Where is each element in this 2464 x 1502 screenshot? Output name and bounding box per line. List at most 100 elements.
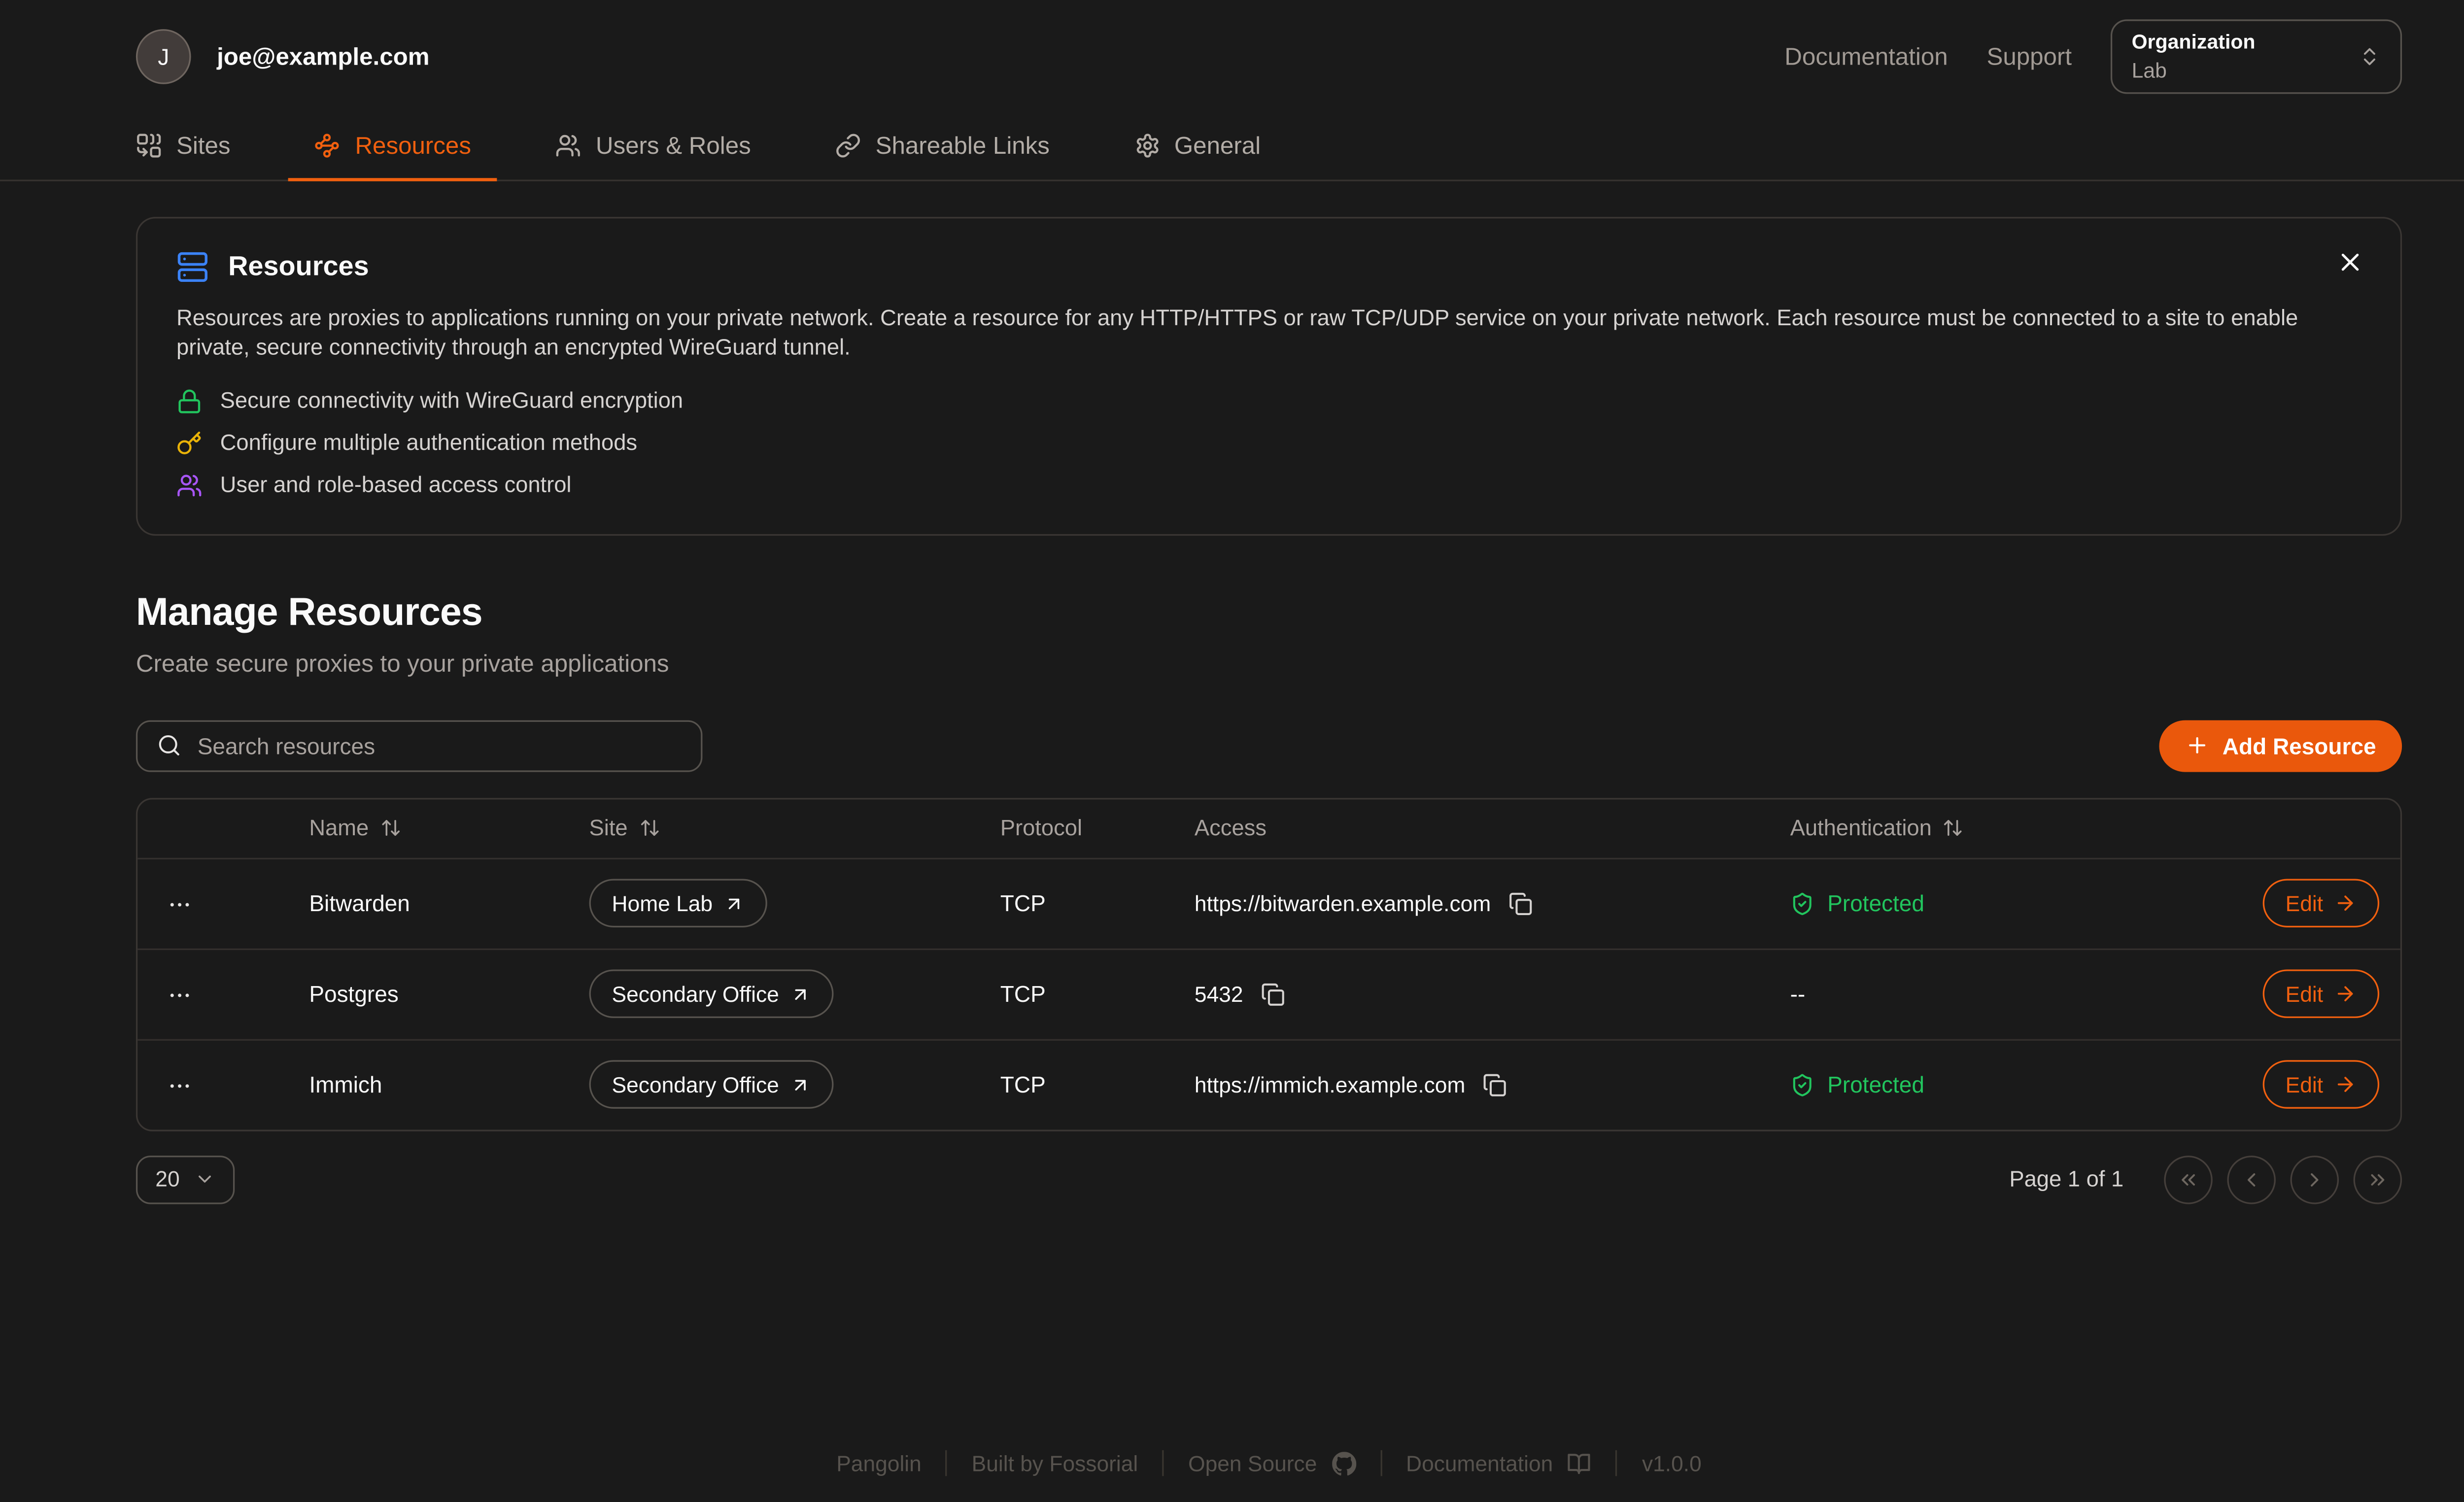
column-header-authentication[interactable]: Authentication xyxy=(1764,817,2237,841)
resource-name: Bitwarden xyxy=(309,890,410,917)
resource-protocol: TCP xyxy=(1000,890,1046,917)
page-status: Page 1 of 1 xyxy=(2009,1167,2124,1192)
chevron-down-icon xyxy=(194,1169,215,1191)
chevrons-up-down-icon xyxy=(2358,45,2381,68)
organization-selector[interactable]: Organization Lab xyxy=(2110,19,2402,94)
book-open-icon xyxy=(1568,1451,1592,1475)
sort-icon xyxy=(639,818,660,839)
table-row: Postgres Secondary Office TCP 5432 -- xyxy=(137,948,2400,1039)
plus-icon xyxy=(2185,734,2209,758)
column-header-name[interactable]: Name xyxy=(283,817,563,841)
sort-icon xyxy=(380,818,401,839)
add-resource-button[interactable]: Add Resource xyxy=(2159,720,2402,772)
support-link[interactable]: Support xyxy=(1986,43,2072,70)
row-menu-icon[interactable] xyxy=(167,1073,193,1099)
row-menu-icon[interactable] xyxy=(167,983,193,1009)
feature-text: User and role-based access control xyxy=(220,473,572,498)
tab-label: Shareable Links xyxy=(875,132,1050,160)
resources-table: Name Site Protocol Access Authentication xyxy=(136,798,2402,1131)
tab-general[interactable]: General xyxy=(1108,113,1287,181)
feature-item: Configure multiple authentication method… xyxy=(176,431,2361,457)
last-page-button[interactable] xyxy=(2353,1155,2402,1204)
search-input[interactable] xyxy=(197,733,682,759)
footer-brand: Pangolin xyxy=(836,1451,922,1475)
footer-version: v1.0.0 xyxy=(1642,1451,1702,1475)
lock-icon xyxy=(176,388,203,414)
feature-item: User and role-based access control xyxy=(176,473,2361,499)
footer-built-by: Built by Fossorial xyxy=(971,1451,1138,1475)
prev-page-button[interactable] xyxy=(2227,1155,2276,1204)
link-icon xyxy=(835,133,861,159)
footer: Pangolin Built by Fossorial Open Source … xyxy=(0,1450,2464,1502)
column-header-access: Access xyxy=(1194,816,1267,841)
auth-status-badge: Protected xyxy=(1790,1072,2237,1098)
tab-bar: Sites Resources Users & Roles Shareable … xyxy=(0,113,2464,181)
add-resource-label: Add Resource xyxy=(2222,733,2376,759)
auth-status-badge: Protected xyxy=(1790,891,2237,917)
avatar[interactable]: J xyxy=(136,29,191,84)
top-header: J joe@example.com Documentation Support … xyxy=(0,0,2464,113)
users-icon xyxy=(555,133,582,159)
row-menu-icon[interactable] xyxy=(167,892,193,918)
site-link-button[interactable]: Secondary Office xyxy=(589,970,834,1019)
tab-label: Users & Roles xyxy=(595,132,751,160)
search-icon xyxy=(157,734,181,758)
avatar-initial: J xyxy=(158,43,170,70)
organization-label: Organization xyxy=(2131,31,2256,54)
github-icon xyxy=(1332,1451,1356,1475)
footer-documentation-link[interactable]: Documentation xyxy=(1406,1451,1592,1475)
chevrons-left-icon xyxy=(2177,1168,2200,1191)
arrow-up-right-icon xyxy=(790,1075,812,1096)
tab-sites[interactable]: Sites xyxy=(110,113,256,181)
sort-icon xyxy=(1943,818,1964,839)
resource-name: Postgres xyxy=(309,981,399,1008)
close-icon[interactable] xyxy=(2335,248,2364,277)
server-icon xyxy=(176,251,209,283)
page-title: Manage Resources xyxy=(136,590,483,635)
chevron-right-icon xyxy=(2303,1168,2326,1191)
column-header-site[interactable]: Site xyxy=(563,817,974,841)
search-box xyxy=(136,720,703,772)
feature-item: Secure connectivity with WireGuard encry… xyxy=(176,388,2361,414)
footer-open-source-link[interactable]: Open Source xyxy=(1188,1451,1356,1475)
resource-access: https://immich.example.com xyxy=(1194,1073,1466,1097)
shield-check-icon xyxy=(1790,1073,1814,1097)
site-link-button[interactable]: Home Lab xyxy=(589,879,768,928)
footer-divider xyxy=(1380,1450,1382,1476)
users-icon xyxy=(176,473,203,499)
page-size-select[interactable]: 20 xyxy=(136,1155,235,1204)
tab-resources[interactable]: Resources xyxy=(288,113,497,181)
key-icon xyxy=(176,431,203,457)
arrow-right-icon xyxy=(2334,892,2357,915)
column-header-protocol: Protocol xyxy=(1000,816,1083,841)
resources-info-card: Resources Resources are proxies to appli… xyxy=(136,217,2402,536)
table-row: Bitwarden Home Lab TCP https://bitwarden… xyxy=(137,857,2400,949)
gear-icon xyxy=(1134,133,1160,159)
arrow-right-icon xyxy=(2334,983,2357,1006)
resource-protocol: TCP xyxy=(1000,1072,1046,1098)
tab-label: General xyxy=(1174,132,1261,160)
table-row: Immich Secondary Office TCP https://immi… xyxy=(137,1039,2400,1130)
copy-icon[interactable] xyxy=(1508,892,1533,916)
footer-divider xyxy=(1616,1450,1618,1476)
next-page-button[interactable] xyxy=(2290,1155,2339,1204)
feature-text: Configure multiple authentication method… xyxy=(220,431,638,456)
chevrons-right-icon xyxy=(2366,1168,2389,1191)
copy-icon[interactable] xyxy=(1261,983,1285,1007)
copy-icon[interactable] xyxy=(1483,1073,1507,1097)
tab-users-roles[interactable]: Users & Roles xyxy=(529,113,777,181)
edit-button[interactable]: Edit xyxy=(2262,1060,2380,1110)
tab-label: Sites xyxy=(176,132,231,160)
edit-button[interactable]: Edit xyxy=(2262,879,2380,928)
info-card-description: Resources are proxies to applications ru… xyxy=(176,306,2298,360)
header-right: Documentation Support Organization Lab xyxy=(1784,19,2402,94)
documentation-link[interactable]: Documentation xyxy=(1784,43,1948,70)
combine-icon xyxy=(136,133,162,159)
site-link-button[interactable]: Secondary Office xyxy=(589,1060,834,1110)
arrow-up-right-icon xyxy=(790,984,812,1005)
edit-button[interactable]: Edit xyxy=(2262,970,2380,1019)
feature-text: Secure connectivity with WireGuard encry… xyxy=(220,389,684,414)
tab-shareable-links[interactable]: Shareable Links xyxy=(809,113,1076,181)
first-page-button[interactable] xyxy=(2164,1155,2213,1204)
